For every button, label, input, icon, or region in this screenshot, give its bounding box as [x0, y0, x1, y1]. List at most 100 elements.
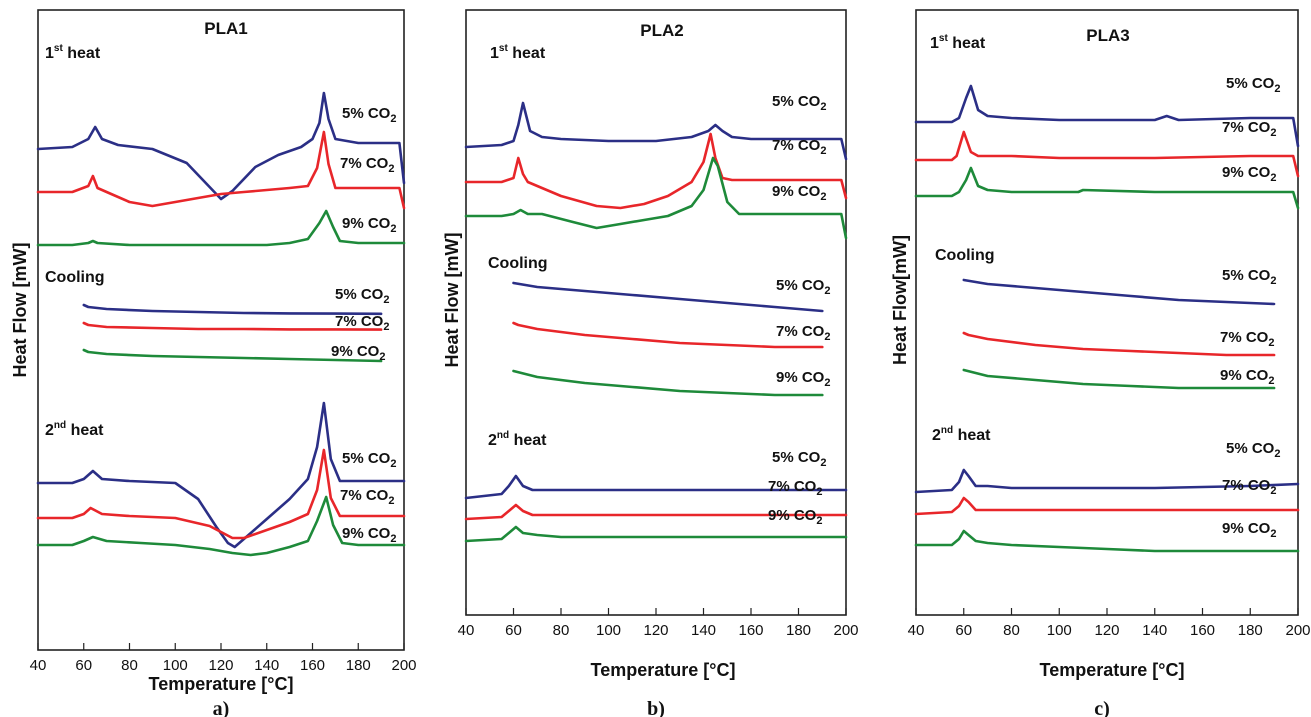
curve-2nd-heat-52pct-co2: [36, 401, 406, 549]
panel-pla2: PLA2 Heat Flow [mW] Temperature [°C] b) …: [442, 9, 859, 717]
series-label-5: 5% CO2: [772, 449, 826, 469]
curve-2nd-heat-92pct-co2: [464, 525, 848, 543]
series-label-7: 7% CO2: [1222, 119, 1276, 139]
series-label-9: 9% CO2: [776, 369, 830, 389]
x-tick-label: 120: [643, 622, 668, 639]
curve-2nd-heat-72pct-co2: [914, 496, 1300, 516]
series-label-7: 7% CO2: [340, 487, 394, 507]
x-tick-label: 140: [691, 622, 716, 639]
curve-2nd-heat-92pct-co2: [36, 495, 406, 557]
curves: [36, 91, 406, 557]
series-label-9: 9% CO2: [342, 215, 396, 235]
x-tick-label: 180: [346, 657, 371, 674]
series-label-5: 5% CO2: [342, 450, 396, 470]
curve-1st-heat-92pct-co2: [914, 166, 1300, 210]
y-axis-label: Heat Flow[mW]: [890, 235, 910, 365]
curve-cooling-52pct-co2: [512, 281, 824, 313]
section-label-second-heat: 2nd heat: [45, 420, 104, 439]
section-label-first-heat: 1st heat: [490, 43, 546, 62]
series-label-9: 9% CO2: [1222, 164, 1276, 184]
x-tick-label: 100: [163, 657, 188, 674]
curve-1st-heat-52pct-co2: [36, 91, 406, 201]
panel-title: PLA1: [204, 19, 247, 38]
series-label-7: 7% CO2: [1222, 477, 1276, 497]
x-tick-label: 60: [955, 622, 972, 639]
curve-1st-heat-92pct-co2: [36, 209, 406, 247]
curve-cooling-72pct-co2: [962, 331, 1276, 357]
x-tick-label: 40: [908, 622, 925, 639]
curve-1st-heat-72pct-co2: [464, 132, 848, 210]
curve-2nd-heat-52pct-co2: [464, 474, 848, 500]
series-label-9: 9% CO2: [342, 525, 396, 545]
series-label-9: 9% CO2: [331, 343, 385, 363]
x-tick-label: 80: [553, 622, 570, 639]
curve-cooling-52pct-co2: [82, 303, 383, 316]
series-label-5: 5% CO2: [1222, 267, 1276, 287]
series-label-9: 9% CO2: [772, 183, 826, 203]
section-label-second-heat: 2nd heat: [488, 430, 547, 449]
series-label-7: 7% CO2: [772, 137, 826, 157]
series-label-7: 7% CO2: [335, 313, 389, 333]
section-label-cooling: Cooling: [488, 255, 548, 272]
x-tick-label: 60: [505, 622, 522, 639]
x-tick-label: 200: [1285, 622, 1310, 639]
section-label-first-heat: 1st heat: [45, 43, 101, 62]
series-label-5: 5% CO2: [1226, 75, 1280, 95]
panel-title: PLA3: [1086, 26, 1129, 45]
panel-caption: c): [1094, 698, 1110, 717]
series-label-9: 9% CO2: [1220, 367, 1274, 387]
curves: [464, 101, 848, 543]
curve-2nd-heat-52pct-co2: [914, 468, 1300, 494]
series-label-5: 5% CO2: [776, 277, 830, 297]
series-label-5: 5% CO2: [772, 93, 826, 113]
series-label-5: 5% CO2: [335, 286, 389, 306]
curve-cooling-92pct-co2: [962, 368, 1276, 390]
x-tick-label: 100: [596, 622, 621, 639]
series-label-5: 5% CO2: [1226, 440, 1280, 460]
x-tick-label: 200: [391, 657, 416, 674]
curve-1st-heat-52pct-co2: [464, 101, 848, 161]
curve-1st-heat-72pct-co2: [914, 130, 1300, 178]
x-tick-label: 120: [1094, 622, 1119, 639]
x-tick-label: 160: [300, 657, 325, 674]
series-label-7: 7% CO2: [768, 478, 822, 498]
curve-1st-heat-72pct-co2: [36, 130, 406, 210]
x-tick-label: 140: [1142, 622, 1167, 639]
series-label-5: 5% CO2: [342, 105, 396, 125]
x-tick-label: 140: [254, 657, 279, 674]
x-tick-label: 160: [738, 622, 763, 639]
y-axis-label: Heat Flow [mW]: [10, 243, 30, 378]
x-tick-label: 180: [786, 622, 811, 639]
curve-2nd-heat-72pct-co2: [464, 503, 848, 521]
section-label-second-heat: 2nd heat: [932, 425, 991, 444]
x-tick-label: 180: [1238, 622, 1263, 639]
curve-1st-heat-92pct-co2: [464, 156, 848, 240]
curves: [914, 84, 1300, 553]
x-tick-label: 60: [75, 657, 92, 674]
x-tick-label: 100: [1047, 622, 1072, 639]
curve-cooling-72pct-co2: [512, 321, 824, 349]
series-label-9: 9% CO2: [1222, 520, 1276, 540]
x-tick-label: 80: [1003, 622, 1020, 639]
x-tick-label: 40: [30, 657, 47, 674]
curve-1st-heat-52pct-co2: [914, 84, 1300, 148]
series-label-7: 7% CO2: [340, 155, 394, 175]
x-axis-label: Temperature [°C]: [149, 674, 294, 694]
series-label-7: 7% CO2: [776, 323, 830, 343]
panel-caption: a): [213, 698, 230, 717]
x-tick-label: 80: [121, 657, 138, 674]
curve-cooling-72pct-co2: [82, 321, 383, 331]
curve-cooling-92pct-co2: [82, 348, 383, 363]
y-axis-label: Heat Flow [mW]: [442, 233, 462, 368]
curve-2nd-heat-72pct-co2: [36, 448, 406, 540]
x-tick-label: 200: [833, 622, 858, 639]
panel-pla3: PLA3 Heat Flow[mW] Temperature [°C] c) 4…: [890, 9, 1311, 717]
x-ticks: 40 60 80 100 120 140 160 180 200: [30, 643, 417, 674]
panel-pla1: PLA1 Heat Flow [mW] Temperature [°C] a) …: [10, 9, 417, 717]
curve-cooling-92pct-co2: [512, 369, 824, 397]
curve-2nd-heat-92pct-co2: [914, 529, 1300, 553]
series-label-9: 9% CO2: [768, 507, 822, 527]
x-tick-label: 160: [1190, 622, 1215, 639]
x-axis-label: Temperature [°C]: [591, 660, 736, 680]
